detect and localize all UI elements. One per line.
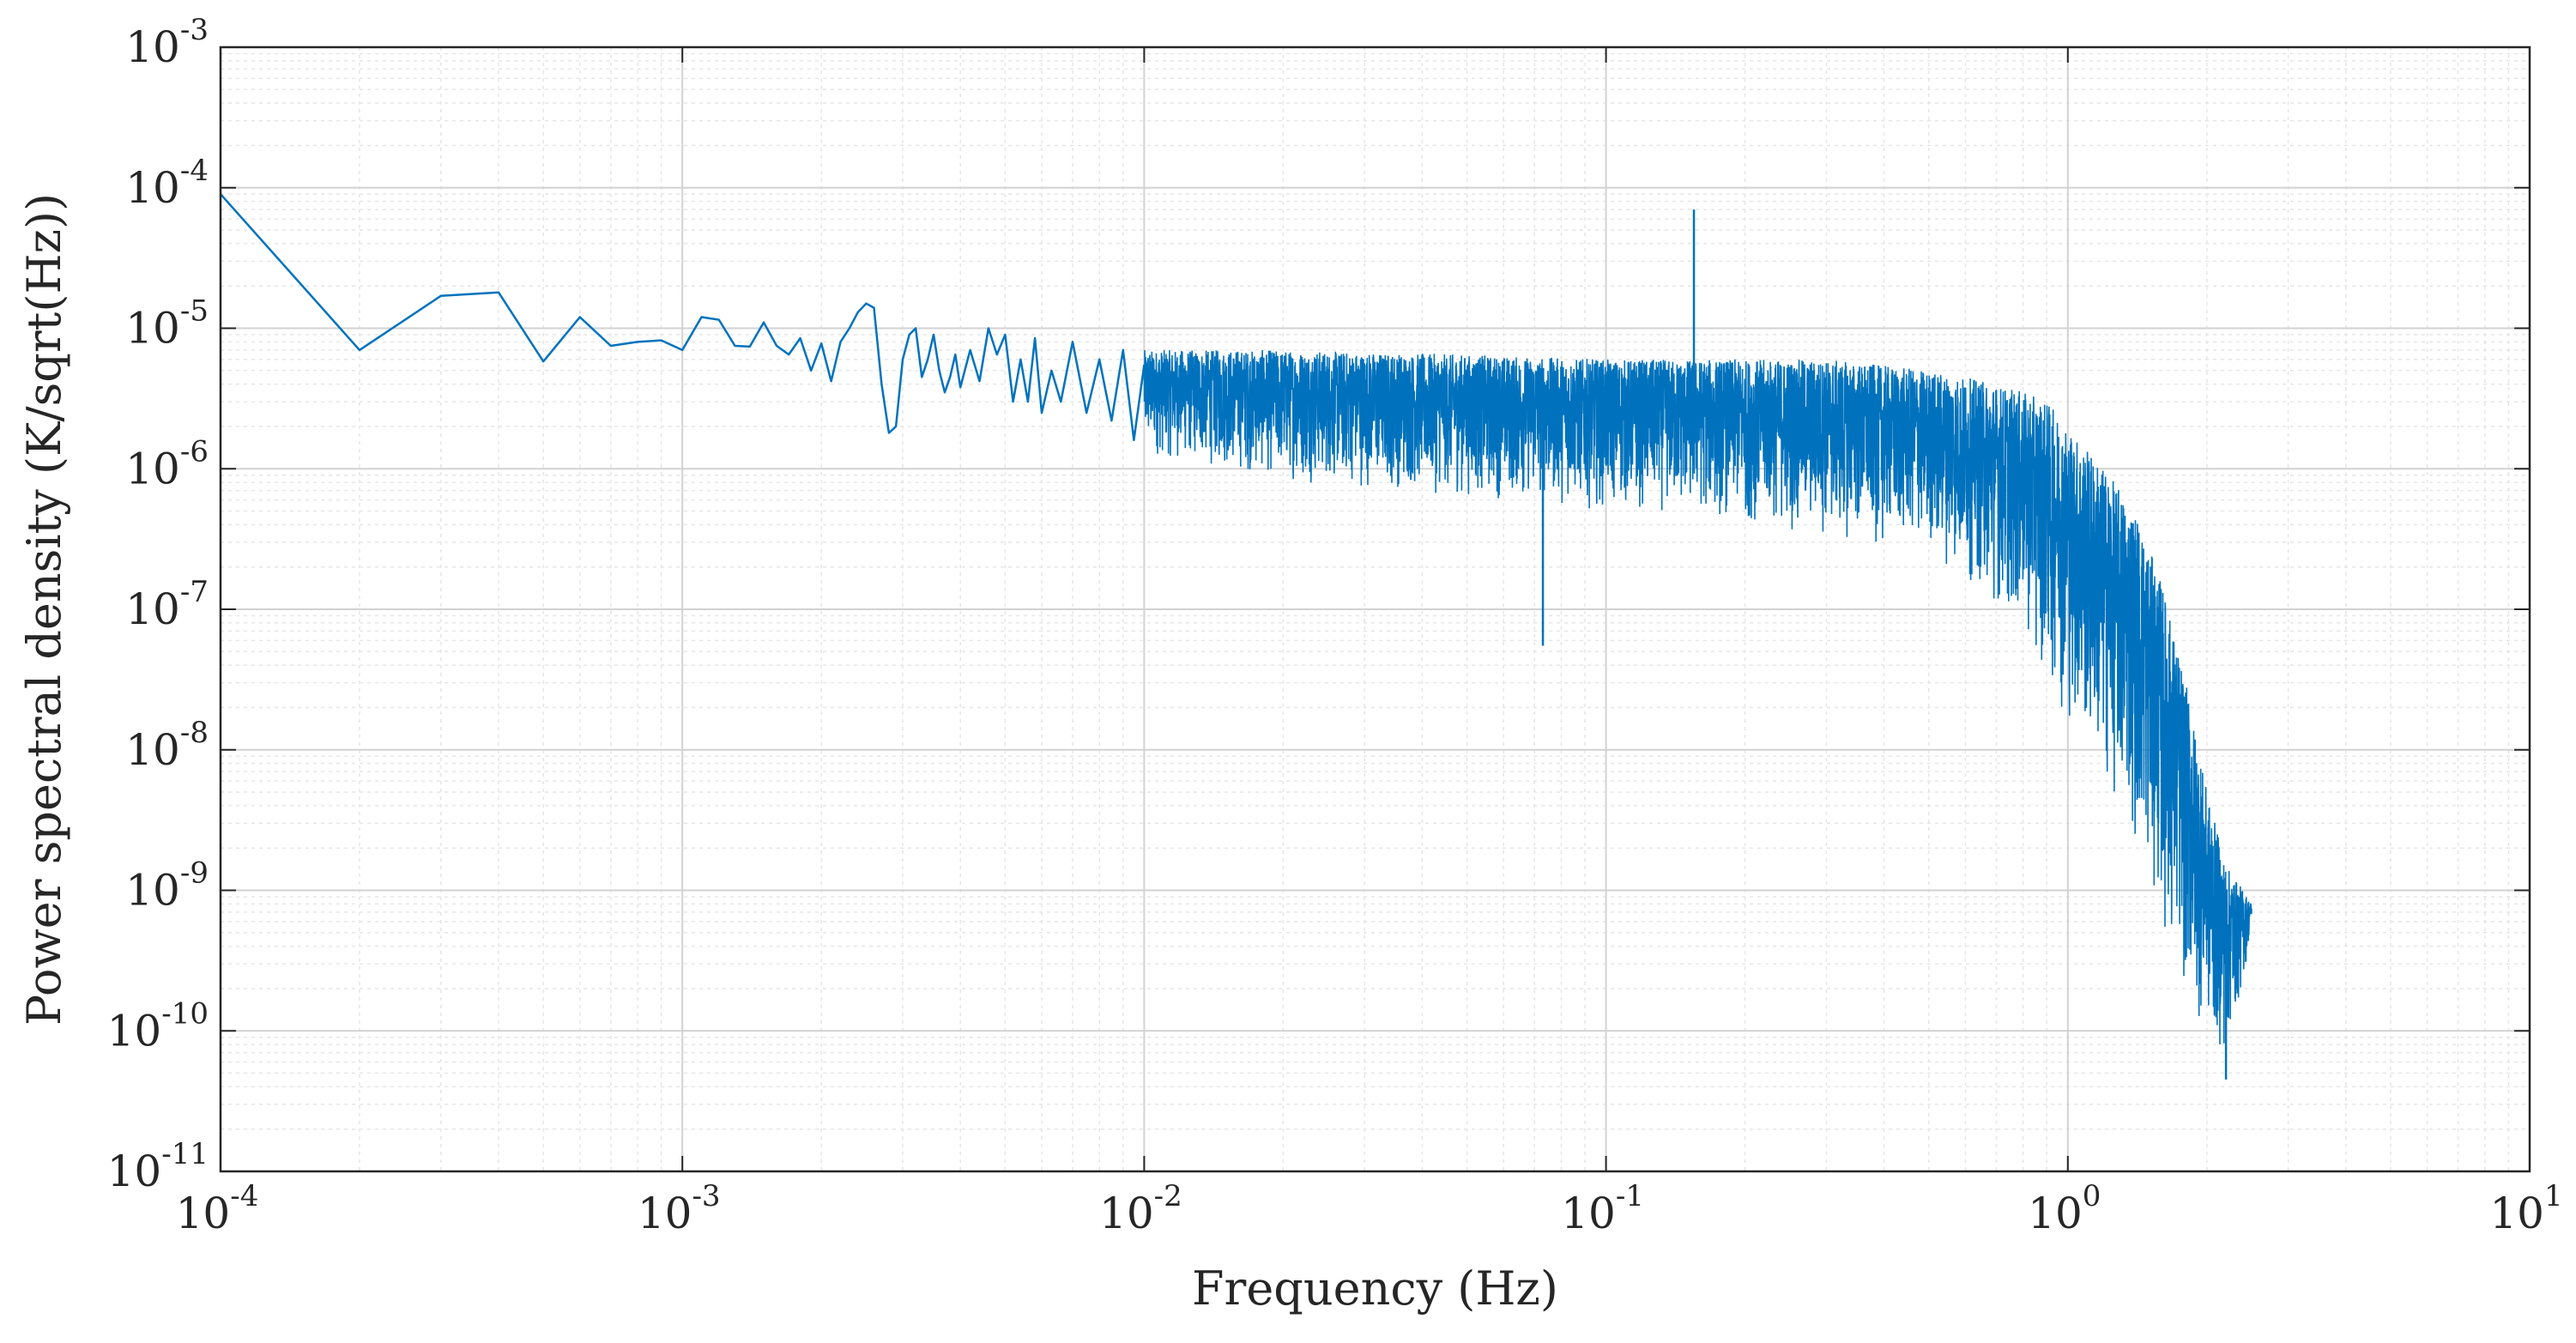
psd-line-dense-band <box>1143 349 2252 1045</box>
data-series <box>220 193 2252 1080</box>
y-tick-exponent: -9 <box>180 856 209 891</box>
y-tick-exponent: -7 <box>180 575 209 609</box>
x-tick-exponent: -3 <box>692 1179 720 1213</box>
x-tick-exponent: 1 <box>2544 1179 2563 1213</box>
y-tick-exponent: -11 <box>161 1137 209 1171</box>
x-tick-exponent: -4 <box>230 1179 258 1213</box>
y-axis-label: Power spectral density (K/sqrt(Hz)) <box>17 193 71 1025</box>
y-tick-exponent: -8 <box>180 716 209 750</box>
y-tick-exponent: -3 <box>180 13 209 47</box>
x-tick-exponent: -1 <box>1616 1179 1644 1213</box>
x-axis-label: Frequency (Hz) <box>1192 1261 1558 1316</box>
y-tick-label: 10-8 <box>125 716 209 775</box>
y-tick-exponent: -4 <box>180 154 209 188</box>
x-tick-labels: 10-4 10-3 10-2 10-1 100 101 <box>176 47 2563 1238</box>
x-tick-label: 10-3 <box>638 1179 721 1238</box>
x-tick-label: 100 <box>2028 1179 2101 1238</box>
y-tick-exponent: -10 <box>161 996 209 1031</box>
y-tick-exponent: -6 <box>180 434 209 469</box>
y-tick-exponent: -5 <box>180 294 209 329</box>
psd-line-low-frequency <box>220 193 1146 442</box>
x-tick-exponent: -2 <box>1154 1179 1182 1213</box>
x-tick-exponent: 0 <box>2083 1179 2101 1213</box>
